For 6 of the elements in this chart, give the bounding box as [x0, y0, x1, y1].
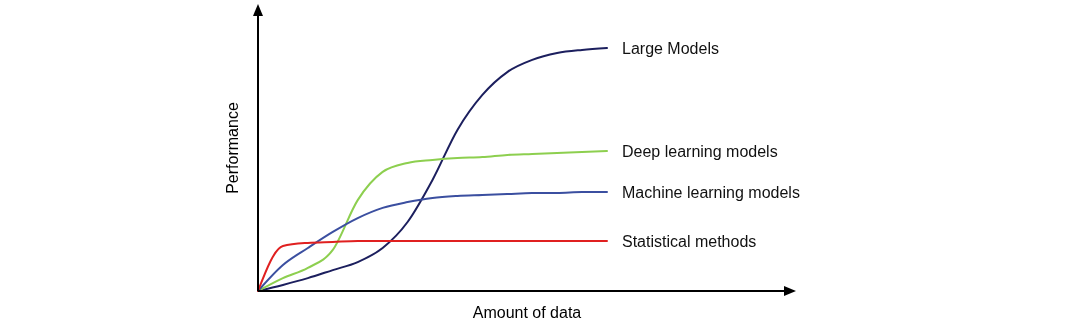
series-label: Statistical methods [622, 232, 757, 250]
y-axis-title: Performance [224, 102, 241, 194]
series-label: Deep learning models [622, 142, 778, 160]
series-label: Large Models [622, 39, 719, 57]
series-label: Machine learning models [622, 183, 800, 201]
x-axis-title: Amount of data [472, 304, 582, 321]
